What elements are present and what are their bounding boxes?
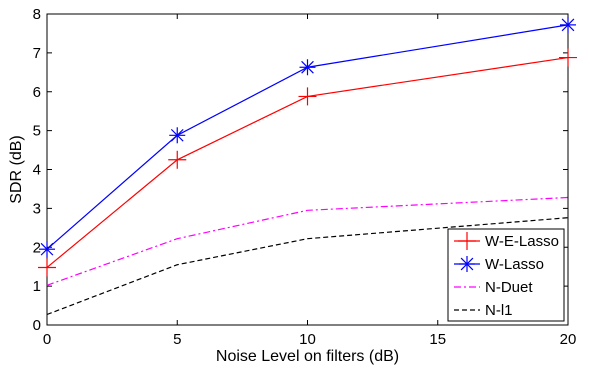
legend-label: W-E-Lasso [485,233,559,250]
x-tick-label: 15 [429,331,446,348]
x-tick-label: 10 [299,331,316,348]
y-tick-label: 2 [33,239,41,256]
series-line-n-l1 [46,217,569,316]
y-tick-label: 3 [33,200,41,217]
series-line-w-e-lasso [46,56,569,268]
data-point-w-lasso [170,128,184,142]
y-tick-label: 5 [33,123,41,140]
series-line-n-duet [46,196,569,286]
legend-label: W-Lasso [485,256,544,273]
legend-marker [460,257,474,271]
axis-ticks: 0 5 10 15 20 0 1 2 3 4 5 6 7 8 [33,6,577,348]
data-point-w-lasso [301,60,314,74]
data-point-w-lasso [40,242,54,256]
data-point-w-lasso [561,18,575,32]
series-line-w-lasso [46,24,569,250]
y-tick-label: 1 [33,278,41,295]
legend-label: N-Duet [485,279,533,296]
x-tick-label: 0 [43,331,51,348]
series-markers [38,16,577,277]
series-lines [46,24,569,316]
y-tick-label: 0 [33,317,41,334]
y-tick-label: 8 [33,6,41,23]
y-tick-label: 7 [33,45,41,62]
legend: W-E-Lasso W-Lasso N-Duet N-l1 [447,228,565,322]
legend-label: N-l1 [485,302,513,319]
y-axis-label: SDR (dB) [8,135,25,203]
x-axis-label: Noise Level on filters (dB) [216,348,399,365]
x-tick-label: 5 [173,331,181,348]
y-tick-label: 6 [33,84,41,101]
x-tick-label: 20 [560,331,577,348]
y-tick-label: 4 [33,162,41,179]
